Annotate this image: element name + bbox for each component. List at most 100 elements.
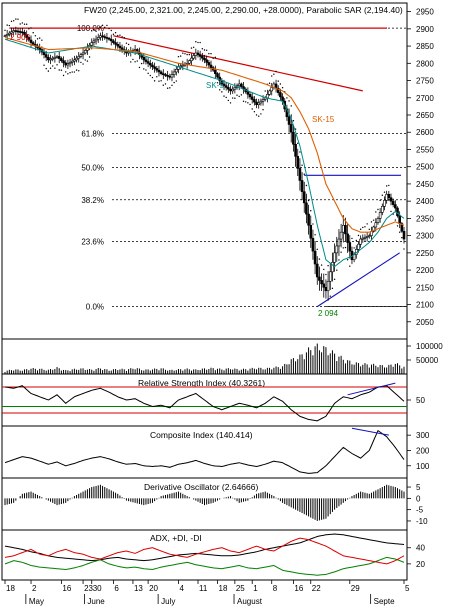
sar-dot-152	[333, 278, 336, 280]
x-tick-label-12: 1	[253, 584, 258, 593]
price-ytick-label-8: 2450	[416, 180, 434, 189]
sar-dot-119	[262, 109, 264, 111]
sar-dot-176	[385, 185, 388, 187]
adx-ytick-label-1: 40	[416, 544, 425, 553]
candle-body-23	[53, 56, 57, 59]
candle-body-115	[253, 99, 256, 103]
candle-body-30	[68, 62, 72, 65]
candle-body-127	[279, 92, 282, 98]
sar-dot-55	[123, 37, 125, 39]
candle-body-177	[387, 193, 391, 199]
sar-dot-50	[112, 33, 115, 35]
sar-dot-69	[153, 80, 156, 82]
sar-dot-64	[143, 68, 145, 70]
candle-body-154	[337, 238, 341, 247]
price-ytick-label-12: 2650	[416, 111, 434, 120]
candle-body-118	[259, 100, 263, 104]
sar-dot-62	[138, 66, 141, 69]
fib-label-1: 61.8%	[81, 130, 104, 139]
sar-dot-95	[210, 53, 212, 55]
candle-body-36	[81, 52, 85, 55]
candle-body-182	[398, 215, 401, 224]
sar-dot-35	[80, 61, 82, 64]
sar-dot-120	[264, 90, 266, 92]
candle-body-112	[246, 91, 250, 95]
sar-dot-148	[325, 273, 327, 276]
sar-dot-3	[10, 20, 13, 23]
x-tick-label-17: 5	[405, 584, 410, 593]
candle-body-41	[92, 40, 96, 43]
sar-dot-25	[58, 69, 60, 71]
x-tick-label-11: 25	[236, 584, 245, 593]
candle-body-20	[47, 56, 50, 61]
x-tick-label-8: 4	[179, 584, 184, 593]
candle-body-143	[313, 250, 317, 265]
sar-dot-101	[223, 95, 225, 97]
candle-body-146	[320, 280, 323, 285]
candle-body-33	[75, 57, 78, 61]
candle-body-0	[3, 35, 7, 38]
sar-dot-6	[17, 18, 19, 20]
sar-dot-54	[121, 36, 123, 38]
candle-body-34	[77, 56, 81, 59]
candle-body-78	[172, 71, 176, 75]
price-ytick-label-9: 2500	[416, 163, 434, 172]
sar-dot-96	[212, 57, 214, 59]
sar-dot-118	[260, 113, 262, 115]
sar-dot-111	[245, 101, 247, 103]
price-ytick-label-3: 2200	[416, 266, 434, 275]
sar-dot-37	[84, 59, 86, 61]
sar-dot-51	[114, 32, 117, 34]
candle-body-132	[289, 124, 293, 133]
sar-dot-22	[52, 65, 54, 67]
sar-dot-91	[201, 48, 204, 50]
candle-body-98	[216, 73, 219, 78]
candle-body-97	[214, 69, 217, 74]
sar-dot-49	[110, 29, 112, 32]
sar-dot-171	[375, 211, 377, 213]
x-tick-label-15: 22	[312, 584, 321, 593]
candle-body-75	[166, 75, 169, 77]
sar-dot-82	[182, 52, 184, 54]
sar-dot-63	[140, 62, 143, 65]
sar-dot-81	[179, 55, 182, 57]
candle-body-131	[287, 116, 291, 125]
price-ytick-label-17: 2900	[416, 25, 434, 34]
candle-body-27	[62, 60, 65, 64]
candle-body-181	[396, 207, 399, 217]
sar-dot-76	[169, 87, 171, 89]
candle-body-122	[268, 90, 271, 95]
candle-body-12	[29, 39, 33, 43]
sar-dot-41	[93, 28, 95, 31]
candle-body-91	[201, 56, 204, 59]
sar-dot-131	[288, 100, 290, 102]
sar-dot-128	[281, 87, 284, 89]
sar-dot-143	[314, 234, 316, 236]
candle-body-26	[60, 58, 63, 62]
low-label: 2 094	[318, 309, 339, 318]
candle-body-144	[315, 263, 319, 278]
candle-body-64	[142, 56, 146, 61]
sar-dot-38	[86, 60, 89, 62]
sar-dot-103	[227, 99, 230, 102]
candle-body-147	[322, 283, 326, 288]
candle-body-77	[170, 74, 174, 78]
candle-body-173	[378, 212, 382, 219]
sar-dot-138	[303, 173, 305, 175]
sar-dot-110	[242, 100, 245, 102]
sar-dot-147	[323, 268, 325, 271]
sar-dot-127	[279, 83, 282, 85]
sar-dot-88	[195, 41, 197, 43]
sar-dot-165	[362, 226, 364, 229]
candle-body-184	[402, 231, 406, 240]
candle-body-50	[112, 40, 115, 43]
candle-body-66	[146, 61, 150, 64]
candle-body-42	[94, 38, 98, 42]
price-ytick-label-10: 2550	[416, 145, 434, 154]
candle-body-99	[218, 76, 221, 81]
candle-body-141	[309, 224, 313, 239]
candle-body-10	[25, 34, 28, 38]
sar-dot-153	[336, 269, 338, 271]
candle-body-79	[175, 69, 178, 73]
